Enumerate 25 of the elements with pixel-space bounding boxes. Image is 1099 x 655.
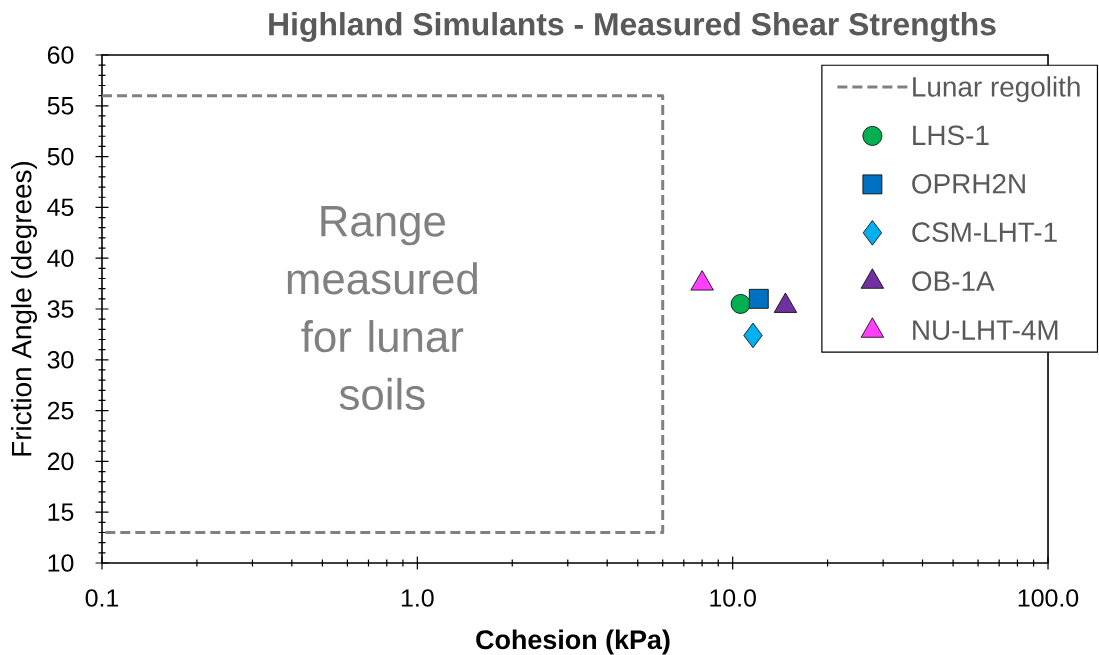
- y-tick-label: 45: [47, 198, 74, 217]
- legend-label: CSM-LHT-1: [912, 222, 1057, 243]
- legend-label: OB-1A: [912, 271, 995, 292]
- y-tick-label: 50: [47, 147, 74, 166]
- legend-label: Lunar regolith: [913, 76, 1080, 103]
- y-tick-label: 40: [47, 249, 74, 268]
- annotation: Range measured for lunar soils: [287, 206, 477, 411]
- legend-label: NU-LHT-4M: [913, 320, 1058, 340]
- chart-title: Highland Simulants - Measured Shear Strengths: [269, 12, 996, 42]
- y-tick-label: 15: [48, 503, 74, 521]
- y-tick-label: 35: [47, 300, 74, 318]
- y-tick-label: 55: [47, 97, 74, 115]
- y-tick-label: 25: [47, 401, 74, 420]
- x-tick-label: 0.1: [85, 589, 119, 607]
- x-tick-label: 1.0: [401, 589, 434, 607]
- y-tick-label: 20: [47, 452, 74, 471]
- x-axis-title: Cohesion (kPa): [476, 629, 670, 655]
- y-tick-label: 60: [47, 46, 74, 64]
- legend-label: LHS-1: [913, 125, 989, 146]
- y-tick-label: 30: [47, 350, 74, 369]
- y-axis-title: Friction Angle (degrees): [11, 161, 37, 456]
- y-tick-label: 10: [48, 554, 74, 572]
- x-tick-label: 10.0: [710, 589, 756, 607]
- x-tick-label: 100.0: [1018, 589, 1079, 607]
- legend-label: OPRH2N: [912, 173, 1025, 194]
